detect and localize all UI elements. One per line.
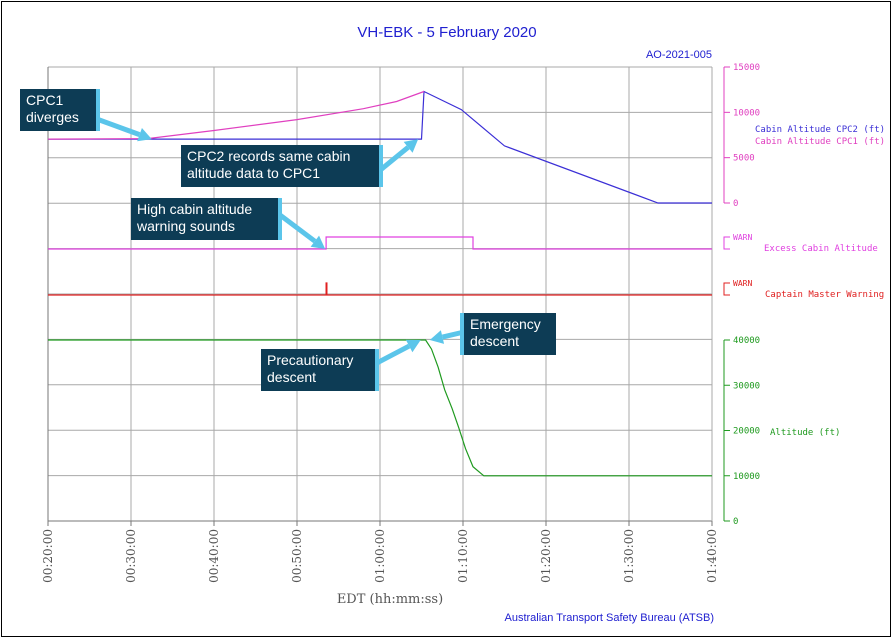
series-line-0 [48,90,712,204]
annotation-accent-bar [278,198,282,240]
annotation-arrow-head [429,330,445,344]
series-3-bracket [723,282,730,296]
legend-entry-1: Cabin Altitude CPC1 (ft) [755,137,885,147]
x-axis-label: EDT (hh:mm:ss) [337,592,443,607]
altitude-axis-tick-label: 40000 [733,336,760,346]
annotation-box: Precautionary descent [261,349,375,391]
annotation-accent-bar [379,145,383,187]
series-line-3 [48,282,712,296]
annotation-arrow-shaft [376,145,410,174]
series-3-warn-label: WARN [733,279,752,288]
x-tick-label: 00:20:00 [41,529,55,583]
series-lines [47,90,712,477]
x-tick-label: 00:40:00 [207,529,221,583]
x-tick-label: 00:50:00 [290,529,304,583]
source-label: Australian Transport Safety Bureau (ATSB… [505,612,715,624]
cabin-axis-tick-label: 0 [733,199,738,209]
report-id: AO-2021-005 [646,49,712,61]
annotation-arrow-head [405,339,421,353]
annotation-box: CPC2 records same cabin altitude data to… [181,145,379,187]
altitude-axis-tick-label: 30000 [733,381,760,391]
annotation-arrow-shaft [371,343,411,368]
altitude-axis-tick-label: 0 [733,517,738,527]
series-line-2 [48,236,712,250]
x-tick-label: 00:30:00 [124,529,138,583]
tick-labels: 00:20:00 00:30:00 00:40:00 00:50:00 01:00:00… [41,63,760,583]
altitude-axis-tick-label: 10000 [733,472,760,482]
legend-entry-3: Captain Master Warning [765,290,884,300]
x-tick-label: 01:30:00 [622,529,636,583]
x-tick-label: 01:40:00 [705,529,719,583]
annotation-box: CPC1 diverges [20,89,96,131]
annotation-arrow-head [403,139,419,153]
annotation-arrow-shaft [93,115,141,137]
annotation-accent-bar [460,313,464,355]
annotation-arrow-head [310,235,326,249]
altitude-axis-tick-label: 20000 [733,427,760,437]
series-2-bracket [723,236,730,250]
legend-entry-2: Excess Cabin Altitude [764,244,878,254]
x-tick-label: 01:20:00 [539,529,553,583]
series-line-1 [47,90,425,140]
cabin-axis-tick-label: 5000 [733,154,755,164]
cabin-axis-tick-label: 10000 [733,108,760,118]
chart-title: VH-EBK - 5 February 2020 [357,24,536,41]
series-line-4 [48,339,712,477]
legend-entry-4: Altitude (ft) [770,428,840,438]
x-tick-label: 01:00:00 [373,529,387,583]
annotation-arrow-shaft [274,210,317,244]
x-tick-label: 01:10:00 [456,529,470,583]
series-2-warn-label: WARN [733,233,752,242]
annotation-box: Emergency descent [464,313,556,355]
legend: Cabin Altitude CPC2 (ft) Cabin Altitude C… [755,125,885,438]
annotation-box: High cabin altitude warning sounds [131,198,278,240]
annotation-accent-bar [96,89,100,131]
annotation-arrow-head [137,128,152,142]
axes [47,66,730,526]
legend-entry-0: Cabin Altitude CPC2 (ft) [755,125,885,135]
cabin-axis-tick-label: 15000 [733,63,760,73]
annotation-accent-bar [375,349,379,391]
annotation-arrows [93,115,465,368]
